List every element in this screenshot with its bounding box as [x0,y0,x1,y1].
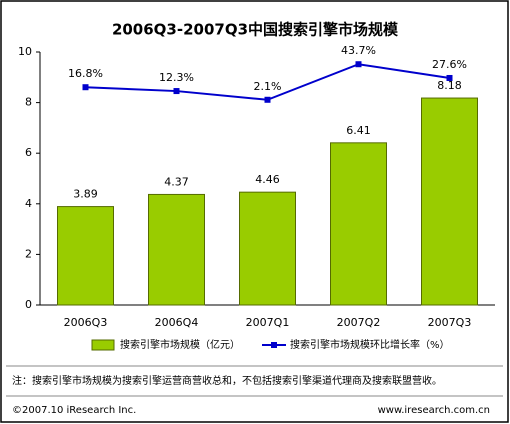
line-marker [264,96,271,103]
x-tick-label: 2007Q3 [428,316,472,329]
bar-value-label: 4.46 [255,173,280,186]
line-value-label: 27.6% [432,58,467,71]
chart-title: 2006Q3-2007Q3中国搜索引擎市场规模 [112,21,399,39]
x-tick-label: 2006Q3 [64,316,108,329]
bar [330,142,387,306]
note: 注：搜索引擎市场规模为搜索引擎运营商营收总和，不包括搜索引擎渠道代理商及搜索联盟… [12,374,442,387]
line-value-label: 16.8% [68,67,103,80]
legend-label: 搜索引擎市场规模环比增长率（%） [290,338,450,351]
line-marker [173,88,180,95]
bar-value-label: 6.41 [346,124,371,137]
x-tick-label: 2006Q4 [155,316,199,329]
legend-label: 搜索引擎市场规模（亿元） [120,338,240,351]
copyright: ©2007.10 iResearch Inc. [12,405,136,416]
y-tick-label: 10 [18,45,32,58]
y-tick-label: 4 [25,197,32,210]
line-marker [82,84,89,91]
x-tick-label: 2007Q2 [337,316,381,329]
bar [239,191,296,306]
x-tick-label: 2007Q1 [246,316,290,329]
url: www.iresearch.com.cn [378,405,490,416]
line-value-label: 43.7% [341,44,376,57]
bar-value-label: 3.89 [73,188,98,201]
y-tick-label: 2 [25,247,32,260]
bar [421,97,478,306]
legend-marker [271,342,277,348]
bar-value-label: 4.37 [164,175,189,188]
bar [57,206,114,306]
line-marker [446,74,453,81]
line-value-label: 2.1% [254,80,282,93]
line-value-label: 12.3% [159,71,194,84]
line-marker [355,61,362,68]
y-tick-label: 6 [25,146,32,159]
y-tick-label: 8 [25,96,32,109]
legend-swatch [91,339,115,351]
bar [148,193,205,306]
y-tick-label: 0 [25,298,32,311]
bar-value-label: 8.18 [437,79,462,92]
